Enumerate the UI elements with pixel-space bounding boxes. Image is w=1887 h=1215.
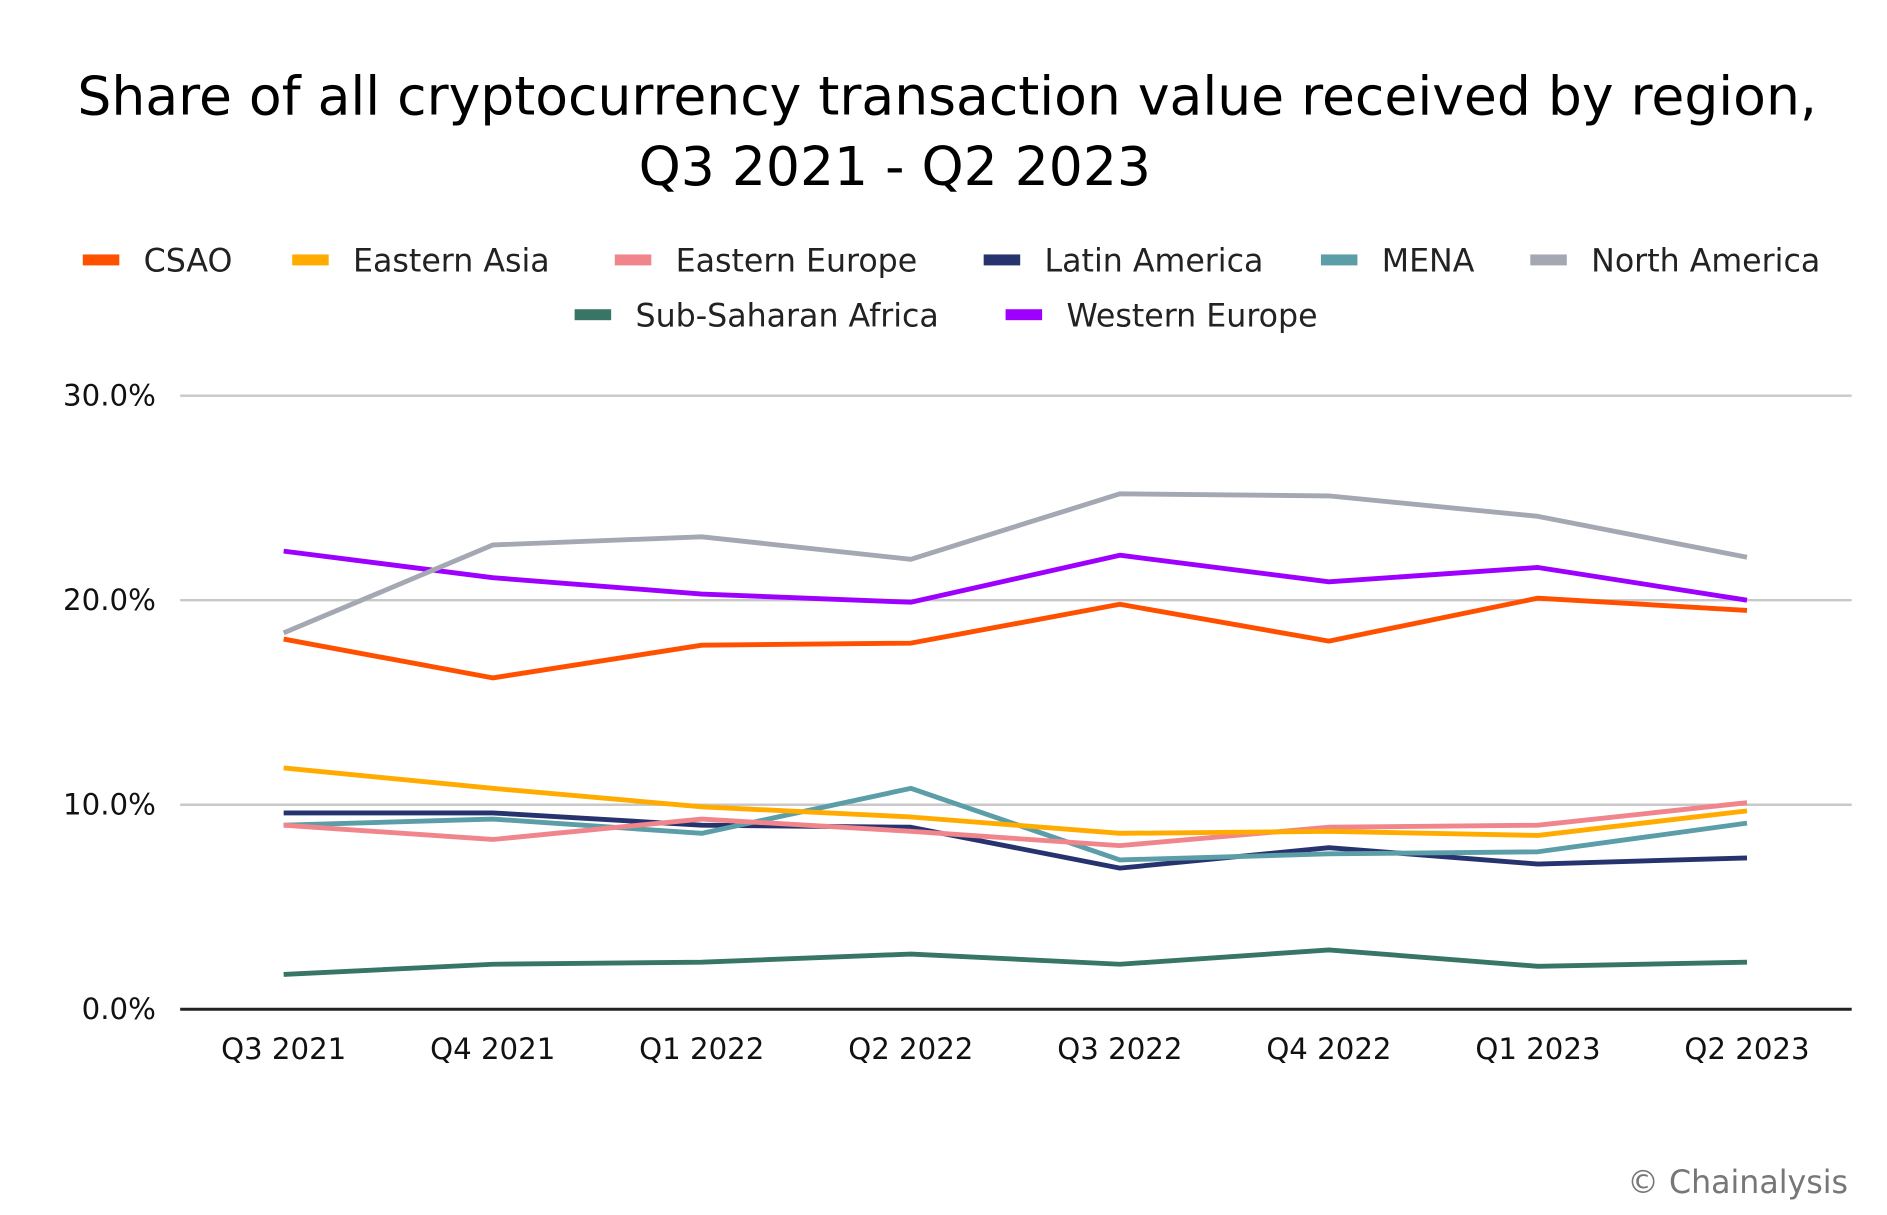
legend-swatch <box>1320 254 1358 266</box>
chart-title: Share of all cryptocurrency transaction … <box>77 64 1817 127</box>
x-tick-label: Q1 2022 <box>639 1032 764 1066</box>
legend-label: CSAO <box>144 243 233 279</box>
legend-item: CSAO <box>82 243 233 279</box>
chart-title-line2: Q3 2021 - Q2 2023 <box>639 135 1151 198</box>
legend-item: Eastern Asia <box>292 243 550 279</box>
series-line-western-europe <box>283 548 1748 605</box>
legend-item: MENA <box>1320 243 1475 279</box>
x-axis: Q3 2021 Q4 2021 Q1 2022 Q2 2022 Q3 2022 Q4 20… <box>180 1007 1852 1066</box>
x-tick-label: Q4 2022 <box>1266 1032 1391 1066</box>
legend-label: MENA <box>1382 243 1475 279</box>
legend-label: Western Europe <box>1066 298 1317 334</box>
credit-text: © Chainalysis <box>1627 1165 1848 1201</box>
legend-item: Eastern Europe <box>614 243 918 279</box>
series-line-eastern-asia <box>283 765 1748 838</box>
x-tick-label: Q1 2023 <box>1475 1032 1600 1066</box>
legend: CSAO Eastern Asia Eastern Europe Latin Amer… <box>82 243 1820 334</box>
legend-item: North America <box>1530 243 1820 279</box>
legend-label: Sub-Saharan Africa <box>635 298 938 334</box>
series-line-eastern-europe <box>283 800 1748 849</box>
series-line-sub-saharan-africa <box>283 947 1748 977</box>
series-lines <box>282 491 1748 977</box>
x-tick-label: Q4 2021 <box>430 1032 555 1066</box>
x-tick-label: Q3 2022 <box>1057 1032 1182 1066</box>
series-line-north-america <box>282 491 1748 636</box>
legend-item: Latin America <box>983 243 1264 279</box>
y-tick-label: 0.0% <box>82 992 156 1026</box>
series-line-csao <box>283 595 1748 681</box>
y-axis: 0.0% 10.0% 20.0% 30.0% <box>63 378 156 1026</box>
legend-item: Sub-Saharan Africa <box>574 298 939 334</box>
legend-swatch <box>1530 254 1567 266</box>
legend-swatch <box>1005 309 1043 321</box>
legend-swatch <box>574 309 612 321</box>
x-tick-label: Q3 2021 <box>221 1032 346 1066</box>
legend-swatch <box>292 254 329 266</box>
y-tick-label: 30.0% <box>63 378 156 412</box>
y-tick-label: 20.0% <box>63 583 156 617</box>
legend-label: Eastern Europe <box>676 243 918 279</box>
series-line-latin-america <box>283 810 1748 871</box>
legend-item: Western Europe <box>1005 298 1318 334</box>
legend-swatch <box>983 254 1021 266</box>
legend-swatch <box>82 254 120 266</box>
x-tick-label: Q2 2022 <box>848 1032 973 1066</box>
legend-swatch <box>614 254 652 266</box>
legend-label: North America <box>1591 243 1820 279</box>
legend-label: Eastern Asia <box>353 243 550 279</box>
y-tick-label: 10.0% <box>63 787 156 821</box>
legend-label: Latin America <box>1045 243 1264 279</box>
x-tick-label: Q2 2023 <box>1684 1032 1809 1066</box>
